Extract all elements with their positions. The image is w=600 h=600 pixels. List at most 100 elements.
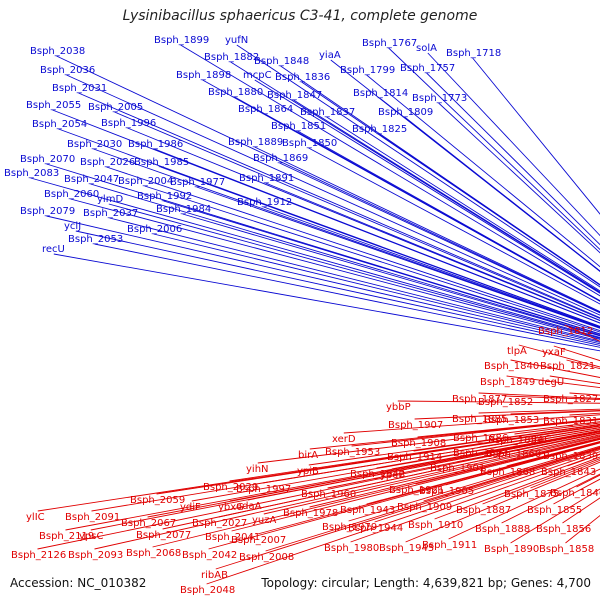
- forward-gene-label[interactable]: Bsph_1986: [128, 139, 183, 150]
- reverse-gene-label[interactable]: Bsph_1979: [322, 522, 377, 533]
- reverse-gene-label[interactable]: xerD: [332, 434, 356, 445]
- reverse-gene-label[interactable]: Bsph_1943: [340, 505, 395, 516]
- reverse-gene-label[interactable]: Bsph_1853: [484, 415, 539, 426]
- forward-gene-label[interactable]: Bsph_2055: [26, 100, 81, 111]
- reverse-gene-label[interactable]: Bsph_1905: [419, 486, 474, 497]
- forward-gene-label[interactable]: Bsph_1718: [446, 48, 501, 59]
- reverse-gene-label[interactable]: Bsph_1821: [540, 361, 595, 372]
- reverse-gene-label[interactable]: Bsph_2059: [130, 495, 185, 506]
- forward-gene-label[interactable]: Bsph_2026: [80, 157, 135, 168]
- reverse-gene-label[interactable]: Bsph_1953: [325, 447, 380, 458]
- reverse-gene-label[interactable]: Bsph_2027: [192, 518, 247, 529]
- reverse-gene-label[interactable]: Bsph_1911: [422, 540, 477, 551]
- reverse-gene-label[interactable]: yxaF: [542, 347, 566, 358]
- reverse-gene-label[interactable]: Bsph_1907: [388, 420, 443, 431]
- reverse-gene-label[interactable]: degU: [538, 377, 564, 388]
- forward-gene-label[interactable]: Bsph_1851: [271, 121, 326, 132]
- reverse-gene-label[interactable]: yuzA: [252, 515, 277, 526]
- reverse-gene-label[interactable]: Bsph_2067: [121, 518, 176, 529]
- reverse-gene-label[interactable]: Bsph_1843: [541, 467, 596, 478]
- reverse-gene-label[interactable]: Bsph_2007: [231, 535, 286, 546]
- forward-gene-label[interactable]: mcpC: [243, 70, 272, 81]
- reverse-gene-label[interactable]: Bsph_2042: [182, 550, 237, 561]
- reverse-gene-label[interactable]: Bsph_1960: [301, 489, 356, 500]
- forward-gene-label[interactable]: Bsph_1850: [282, 138, 337, 149]
- forward-gene-label[interactable]: Bsph_1814: [353, 88, 408, 99]
- reverse-gene-label[interactable]: Bsph_1980: [324, 543, 379, 554]
- reverse-gene-label[interactable]: ypsC: [79, 531, 103, 542]
- forward-gene-label[interactable]: Bsph_1992: [137, 191, 192, 202]
- reverse-gene-label[interactable]: ypeB: [380, 470, 405, 481]
- reverse-gene-label[interactable]: Bsph_1846: [550, 488, 600, 499]
- reverse-gene-label[interactable]: Bsph_2077: [136, 530, 191, 541]
- reverse-gene-label[interactable]: Bsph_1886: [453, 433, 508, 444]
- forward-gene-label[interactable]: Bsph_2053: [68, 234, 123, 245]
- forward-gene-label[interactable]: Bsph_2031: [52, 83, 107, 94]
- forward-gene-label[interactable]: Bsph_2005: [88, 102, 143, 113]
- reverse-gene-label[interactable]: Bsph_1942: [350, 469, 405, 480]
- reverse-gene-label[interactable]: ylIC: [26, 512, 45, 523]
- forward-gene-label[interactable]: Bsph_1899: [154, 35, 209, 46]
- forward-gene-label[interactable]: solA: [416, 43, 437, 54]
- forward-gene-label[interactable]: Bsph_2006: [127, 224, 182, 235]
- reverse-gene-label[interactable]: adaA: [236, 501, 262, 512]
- reverse-gene-label[interactable]: Bsph_1944: [348, 523, 403, 534]
- forward-gene-label[interactable]: Bsph_1898: [176, 70, 231, 81]
- reverse-gene-label[interactable]: Bsph_1893: [453, 448, 508, 459]
- forward-gene-label[interactable]: Bsph_1996: [101, 118, 156, 129]
- forward-gene-label[interactable]: Bsph_2038: [30, 46, 85, 57]
- forward-gene-label[interactable]: Bsph_1836: [275, 72, 330, 83]
- reverse-gene-label[interactable]: araC: [528, 434, 551, 445]
- reverse-gene-label[interactable]: Bsph_1888: [475, 524, 530, 535]
- forward-gene-label[interactable]: Bsph_2054: [32, 119, 87, 130]
- reverse-gene-label[interactable]: Bsph_2008: [239, 552, 294, 563]
- reverse-gene-label[interactable]: Bsph_2048: [180, 585, 235, 596]
- forward-gene-label[interactable]: Bsph_1977: [170, 177, 225, 188]
- reverse-gene-label[interactable]: Bsph_2029: [203, 482, 258, 493]
- reverse-gene-label[interactable]: Bsph_2093: [68, 550, 123, 561]
- reverse-gene-label[interactable]: Bsph_1849: [480, 377, 535, 388]
- reverse-gene-label[interactable]: Bsph_1914: [387, 452, 442, 463]
- forward-gene-label[interactable]: Bsph_2037: [83, 208, 138, 219]
- forward-gene-label[interactable]: yiaA: [319, 50, 341, 61]
- reverse-gene-label[interactable]: ribAB: [201, 570, 228, 581]
- reverse-gene-label[interactable]: Bsph_1890: [484, 544, 539, 555]
- reverse-gene-label[interactable]: Bsph_1856: [536, 524, 591, 535]
- reverse-gene-label[interactable]: Bsph_1978: [283, 508, 338, 519]
- reverse-gene-label[interactable]: Bsph_2091: [65, 512, 120, 523]
- reverse-gene-label[interactable]: Bsph_1997: [236, 484, 291, 495]
- reverse-gene-label[interactable]: ybxG: [218, 502, 244, 513]
- forward-gene-label[interactable]: yclJ: [64, 221, 81, 232]
- forward-gene-label[interactable]: Bsph_2030: [67, 139, 122, 150]
- reverse-gene-label[interactable]: birA: [298, 450, 318, 461]
- reverse-gene-label[interactable]: Bsph_1885: [452, 414, 507, 425]
- forward-gene-label[interactable]: Bsph_1912: [237, 197, 292, 208]
- forward-gene-label[interactable]: Bsph_1984: [156, 204, 211, 215]
- reverse-gene-label[interactable]: Bsph_1831: [543, 416, 598, 427]
- reverse-gene-label[interactable]: Bsph_1908: [391, 438, 446, 449]
- forward-gene-label[interactable]: Bsph_1767: [362, 38, 417, 49]
- forward-gene-label[interactable]: Bsph_1757: [400, 63, 455, 74]
- forward-gene-label[interactable]: Bsph_1889: [228, 137, 283, 148]
- forward-gene-label[interactable]: Bsph_1773: [412, 93, 467, 104]
- reverse-gene-label[interactable]: yihN: [246, 464, 269, 475]
- reverse-gene-label[interactable]: Bsph_1877: [452, 394, 507, 405]
- forward-gene-label[interactable]: Bsph_1825: [352, 124, 407, 135]
- forward-gene-label[interactable]: Bsph_1882: [204, 52, 259, 63]
- forward-gene-label[interactable]: Bsph_2060: [44, 189, 99, 200]
- reverse-gene-label[interactable]: ydiF: [180, 502, 201, 513]
- forward-gene-label[interactable]: Bsph_1880: [208, 87, 263, 98]
- reverse-gene-label[interactable]: Bsph_1909: [397, 502, 452, 513]
- forward-gene-label[interactable]: Bsph_2079: [20, 206, 75, 217]
- forward-gene-label[interactable]: Bsph_2047: [64, 174, 119, 185]
- forward-gene-label[interactable]: recU: [42, 244, 65, 255]
- forward-gene-label[interactable]: Bsph_1891: [239, 173, 294, 184]
- forward-gene-label[interactable]: Bsph_1809: [378, 107, 433, 118]
- reverse-gene-label[interactable]: Bsph_1945: [379, 543, 434, 554]
- forward-gene-label[interactable]: ylmD: [97, 194, 123, 205]
- reverse-gene-label[interactable]: Bsph_1855: [527, 505, 582, 516]
- forward-gene-label[interactable]: Bsph_1869: [253, 153, 308, 164]
- reverse-gene-label[interactable]: tlpA: [507, 346, 527, 357]
- forward-gene-label[interactable]: Bsph_1848: [254, 56, 309, 67]
- forward-gene-label[interactable]: Bsph_2004: [118, 176, 173, 187]
